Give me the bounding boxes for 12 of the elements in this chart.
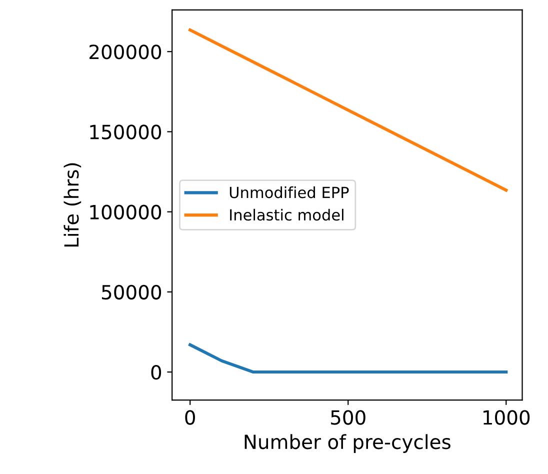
x-tick-label: 500 bbox=[331, 410, 366, 425]
x-tick-label: 1000 bbox=[484, 410, 530, 425]
y-axis-title: Life (hrs) bbox=[64, 163, 82, 247]
legend-label: Inelastic model bbox=[230, 208, 344, 221]
y-tick-label: 50000 bbox=[102, 284, 162, 300]
legend-label: Unmodified EPP bbox=[230, 186, 349, 198]
y-tick-label: 150000 bbox=[90, 124, 162, 140]
y-tick-label: 200000 bbox=[90, 44, 162, 60]
y-tick-label: 100000 bbox=[90, 204, 162, 220]
x-tick-label: 0 bbox=[185, 410, 195, 425]
y-tick-label: 0 bbox=[151, 364, 162, 380]
x-axis-title: Number of pre-cycles bbox=[244, 434, 450, 453]
